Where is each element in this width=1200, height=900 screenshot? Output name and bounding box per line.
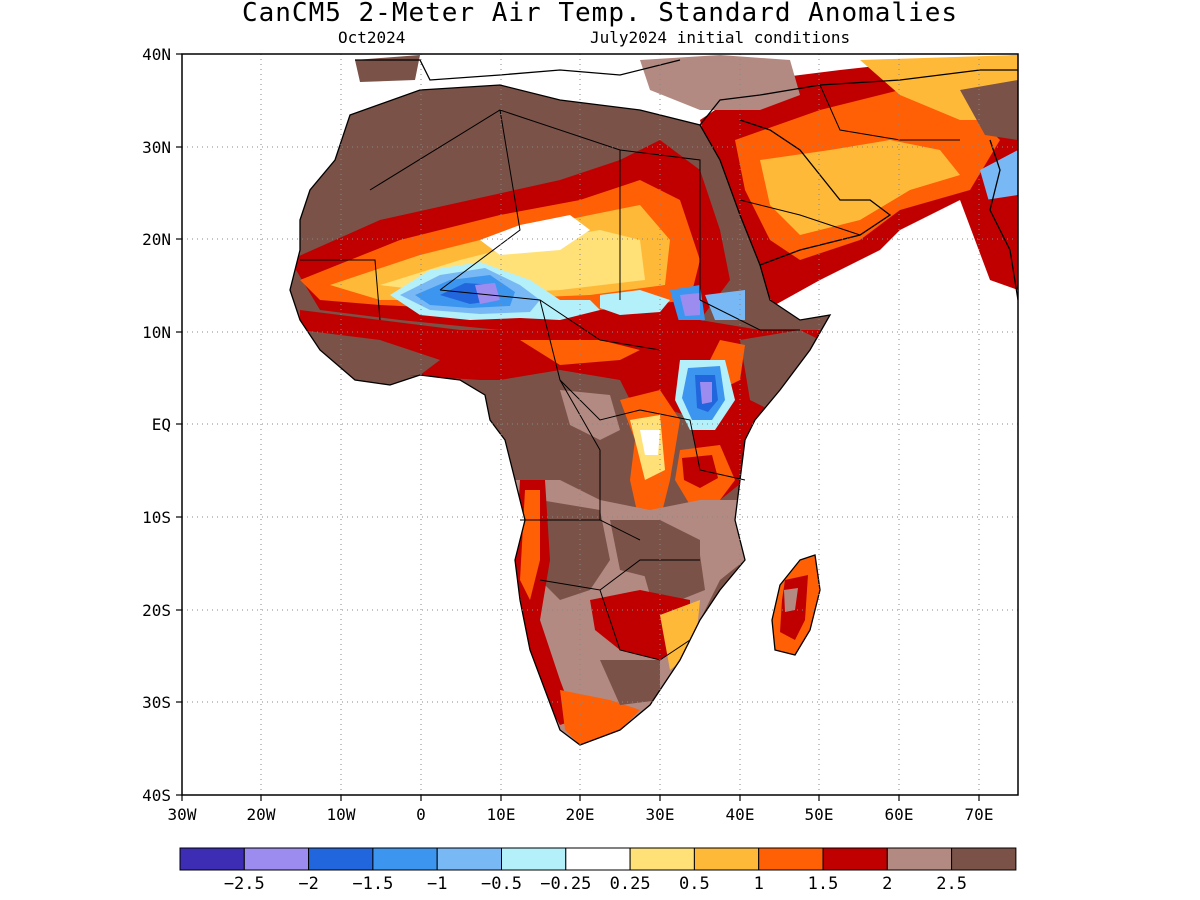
initial-conditions-label: July2024 initial conditions	[590, 28, 851, 47]
longitude-labels: 30W 20W 10W 0 10E 20E 30E 40E 50E 60E 70…	[168, 805, 994, 824]
lat-label: 30N	[142, 138, 171, 157]
lat-label: 20S	[142, 601, 171, 620]
colorbar-swatch	[758, 847, 824, 871]
colorbar-label: 0.5	[679, 874, 710, 894]
colorbar-swatch	[886, 847, 953, 871]
lon-label: 10W	[327, 805, 356, 824]
colorbar-label: −2	[298, 874, 318, 894]
lon-label: 30W	[168, 805, 197, 824]
region-arabia	[355, 55, 1018, 305]
lat-label: 40N	[142, 45, 171, 64]
lon-label: 50E	[805, 805, 834, 824]
lon-label: 10E	[487, 805, 516, 824]
colorbar-swatch	[693, 847, 760, 871]
region-east-africa-cool	[675, 360, 735, 430]
colorbar-swatch	[179, 847, 245, 871]
forecast-month: Oct2024	[338, 28, 406, 47]
lat-label: EQ	[152, 415, 171, 434]
colorbar-swatch	[822, 847, 888, 871]
lon-label: 0	[416, 805, 426, 824]
colorbar-label: 1	[754, 874, 764, 894]
colorbar-label: 1.5	[808, 874, 839, 894]
lon-label: 40E	[726, 805, 755, 824]
lon-label: 20E	[566, 805, 595, 824]
lon-label: 70E	[965, 805, 994, 824]
colorbar-swatch	[436, 847, 503, 871]
colorbar-swatch	[501, 847, 567, 871]
colorbar-swatch	[629, 847, 695, 871]
lat-label: 20N	[142, 230, 171, 249]
latitude-labels: 40N 30N 20N 10N EQ 10S 20S 30S 40S	[142, 45, 171, 805]
lon-label: 30E	[646, 805, 675, 824]
graticule	[182, 54, 1018, 795]
colorbar-label: 2.5	[936, 874, 967, 894]
lon-label: 60E	[885, 805, 914, 824]
colorbar-label: −1.5	[352, 874, 393, 894]
colorbar-label: −0.25	[540, 874, 591, 894]
lat-label: 10N	[142, 323, 171, 342]
colorbar-label: −1	[427, 874, 447, 894]
colorbar-label: 2	[882, 874, 892, 894]
colorbar-swatch	[951, 847, 1017, 871]
colorbar-label: 0.25	[610, 874, 651, 894]
country-borders	[300, 84, 960, 661]
tick-marks	[176, 53, 980, 801]
lat-label: 30S	[142, 693, 171, 712]
lat-label: 40S	[142, 786, 171, 805]
colorbar-swatch	[372, 847, 438, 871]
colorbar-swatch	[308, 847, 374, 871]
colorbar-label: −2.5	[224, 874, 265, 894]
colorbar-swatch	[243, 847, 310, 871]
lat-label: 10S	[142, 508, 171, 527]
colorbar-swatch	[565, 847, 631, 871]
lon-label: 20W	[247, 805, 276, 824]
map-title: CanCM5 2-Meter Air Temp. Standard Anomal…	[241, 0, 959, 28]
colorbar-label: −0.5	[481, 874, 522, 894]
colorbar-legend: −2.5 −2 −1.5 −1 −0.5 −0.25 0.25 0.5 1 1.5 2 2.5	[179, 847, 1017, 894]
